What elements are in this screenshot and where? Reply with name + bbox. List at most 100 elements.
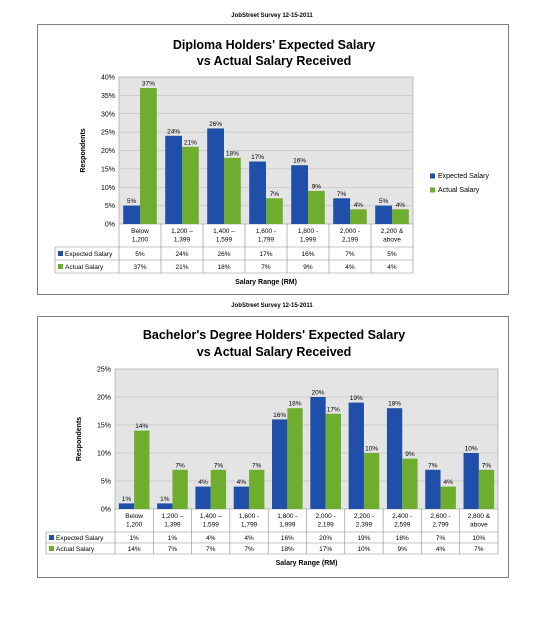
chart-1-category-label: 1,400 –: [213, 228, 235, 235]
chart-2-bar-actual: [363, 453, 380, 509]
chart-2-category-label: above: [470, 522, 488, 529]
chart-1-data-label: 4%: [354, 202, 364, 209]
chart-2-ylabel: Respondents: [76, 417, 83, 461]
chart-1-table-value: 18%: [217, 264, 230, 271]
chart-2-category-label: 2,199: [318, 522, 335, 529]
chart-1-data-label: 7%: [270, 191, 280, 198]
chart-1-bar-actual: [308, 190, 325, 224]
chart-1-title-line2: vs Actual Salary Received: [197, 54, 352, 68]
chart-2-table-value: 4%: [206, 535, 216, 542]
chart-1-ylabel: Respondents: [80, 128, 87, 172]
chart-2-category-label: 1,200 –: [162, 513, 184, 520]
chart-1-table-value: 9%: [303, 264, 313, 271]
chart-1-table-value: 24%: [175, 251, 188, 258]
chart-2-bar-actual: [210, 469, 227, 509]
chart-2-title-line2: vs Actual Salary Received: [197, 345, 352, 359]
chart-2-table-value: 7%: [206, 546, 216, 553]
chart-1-data-label: 9%: [312, 183, 322, 190]
chart-2-bar-actual: [287, 408, 303, 509]
chart-1-bar-expected: [291, 165, 308, 224]
chart-1-bar-actual: [266, 198, 283, 224]
chart-1-svg: Diploma Holders' Expected Salary vs Actua…: [54, 38, 489, 286]
chart-1-legend-label: Actual Salary: [65, 264, 104, 271]
chart-2-bar-actual: [249, 469, 265, 509]
chart-1-data-label: 5%: [127, 198, 137, 205]
chart-2-category-label: 1,600 -: [239, 513, 259, 520]
chart-2-bar-actual: [402, 458, 418, 509]
chart-1-category-label: 1,799: [258, 237, 275, 244]
chart-2-panel: Bachelor's Degree Holders' Expected Sala…: [37, 316, 509, 578]
chart-2-legend-label: Actual Salary: [56, 546, 95, 553]
chart-2-category-label: 1,999: [279, 522, 296, 529]
chart-2-bar-actual: [134, 430, 150, 509]
chart-1-table-value: 5%: [135, 251, 145, 258]
chart-2-ytick-label: 5%: [101, 479, 111, 486]
chart-1-table-value: 17%: [259, 251, 272, 258]
chart-1-data-label: 37%: [142, 81, 155, 88]
chart-2-bar-expected: [425, 469, 441, 509]
chart-1-bar-expected: [375, 205, 392, 224]
chart-2-category-label: 1,799: [241, 522, 258, 529]
chart-2-category-label: 2,200 -: [354, 513, 374, 520]
chart-1-table-value: 7%: [261, 264, 271, 271]
chart-2-ytick-label: 10%: [97, 451, 111, 458]
chart-2-data-label: 7%: [214, 462, 224, 469]
chart-1-table-value: 5%: [387, 251, 397, 258]
chart-2-data-label: 4%: [237, 479, 247, 486]
chart-1-category-label: 2,200 &: [381, 228, 404, 235]
chart-1-ytick-label: 40%: [101, 75, 115, 82]
chart-1-right-legend-label: Expected Salary: [438, 173, 489, 180]
chart-1-bar-actual: [140, 88, 157, 225]
chart-2-bar-actual: [478, 469, 495, 509]
chart-2-data-label: 17%: [327, 406, 340, 413]
chart-1-bar-expected: [123, 205, 140, 224]
chart-2-ytick-label: 15%: [97, 423, 111, 430]
chart-2-category-label: 2,400 -: [392, 513, 412, 520]
chart-2-legend-key-expected: [49, 535, 54, 540]
chart-1-table-value: 21%: [175, 264, 188, 271]
chart-2-ytick-label: 20%: [97, 395, 111, 402]
chart-1-bar-expected: [207, 128, 224, 224]
chart-2-category-label: 2,600 -: [430, 513, 450, 520]
chart-1-table-value: 4%: [387, 264, 397, 271]
chart-2-table-value: 1%: [129, 535, 139, 542]
chart-1-legend-key-actual: [58, 264, 63, 269]
chart-2-data-label: 1%: [160, 496, 170, 503]
chart-2-data-label: 16%: [273, 412, 286, 419]
chart-2-data-label: 10%: [365, 446, 378, 453]
chart-2-bar-actual: [440, 486, 456, 509]
chart-2-source: JobStreet Survey 12-15-2011: [231, 303, 313, 309]
chart-1-legend-label: Expected Salary: [65, 251, 113, 258]
chart-2-svg: Bachelor's Degree Holders' Expected Sala…: [45, 328, 499, 567]
chart-1-ytick-label: 0%: [105, 222, 115, 229]
chart-2-data-label: 7%: [482, 462, 492, 469]
chart-2-data-label: 7%: [428, 462, 438, 469]
chart-1-ytick-label: 30%: [101, 111, 115, 118]
chart-2-data-label: 4%: [444, 479, 454, 486]
chart-2-bar-expected: [348, 402, 364, 509]
chart-2-ytick-label: 0%: [101, 507, 111, 514]
chart-1-category-label: above: [383, 237, 401, 244]
chart-1-category-label: 1,200 –: [171, 228, 193, 235]
chart-1-bar-actual: [224, 157, 241, 224]
chart-2-data-label: 18%: [289, 401, 302, 408]
chart-2-bar-expected: [157, 503, 173, 509]
chart-2-table-value: 4%: [436, 546, 446, 553]
chart-2-table-value: 10%: [357, 546, 370, 553]
chart-2-table-value: 1%: [168, 535, 178, 542]
chart-1-bar-actual: [392, 209, 409, 224]
chart-2-bar-expected: [310, 397, 326, 509]
chart-2-table-value: 10%: [472, 535, 485, 542]
chart-1-right-legend-label: Actual Salary: [438, 187, 480, 194]
chart-2-data-label: 9%: [405, 451, 415, 458]
chart-2-table-value: 7%: [168, 546, 178, 553]
chart-1-right-legend-key-expected: [430, 173, 435, 179]
chart-1-category-label: 1,399: [174, 237, 191, 244]
chart-1-table-value: 26%: [217, 251, 230, 258]
chart-2-table-value: 19%: [357, 535, 370, 542]
chart-1-data-label: 26%: [209, 121, 222, 128]
chart-2-data-label: 19%: [350, 395, 363, 402]
chart-2-data-label: 7%: [175, 462, 185, 469]
chart-1-category-label: 1,999: [300, 237, 317, 244]
chart-1-ytick-label: 10%: [101, 185, 115, 192]
